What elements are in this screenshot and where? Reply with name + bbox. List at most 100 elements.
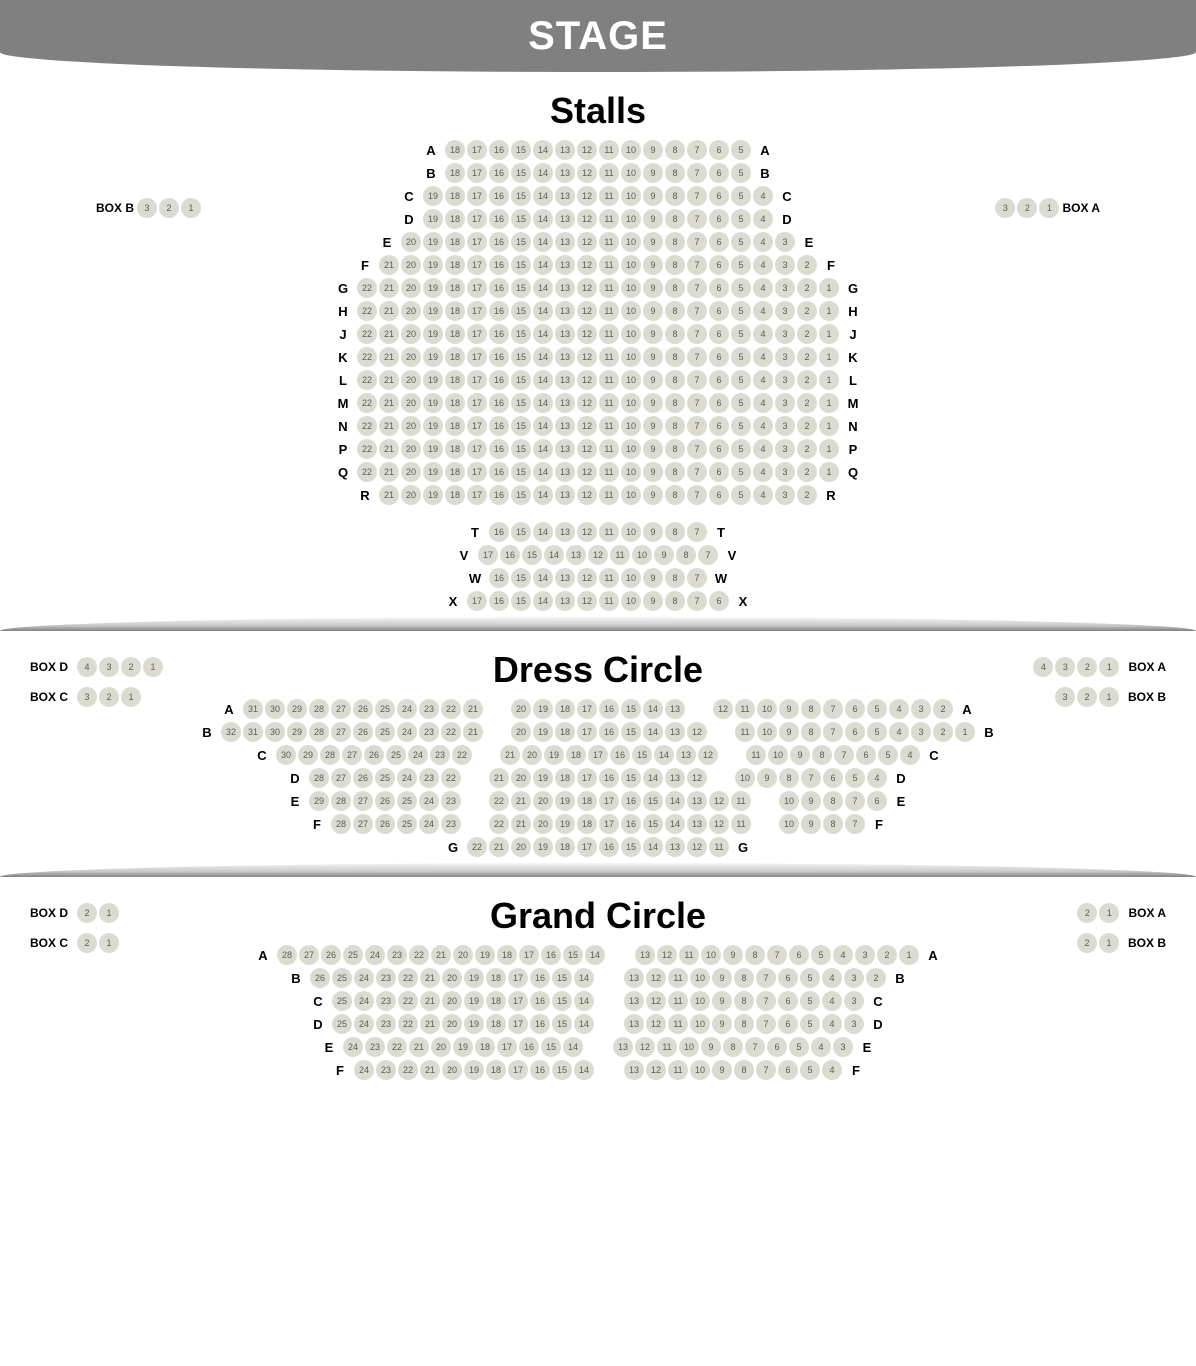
seat[interactable]: 19 [423,278,443,298]
seat[interactable]: 18 [445,278,465,298]
seat[interactable]: 4 [753,370,773,390]
seat[interactable]: 1 [899,945,919,965]
seat[interactable]: 15 [541,1037,561,1057]
seat[interactable]: 26 [353,768,373,788]
seat[interactable]: 3 [775,278,795,298]
seat[interactable]: 7 [687,278,707,298]
seat[interactable]: 9 [643,522,663,542]
seat[interactable]: 27 [353,791,373,811]
seat[interactable]: 28 [309,699,329,719]
seat[interactable]: 1 [819,301,839,321]
seat[interactable]: 20 [401,393,421,413]
seat[interactable]: 26 [321,945,341,965]
seat[interactable]: 2 [797,370,817,390]
seat[interactable]: 27 [342,745,362,765]
seat[interactable]: 12 [709,814,729,834]
seat[interactable]: 20 [401,232,421,252]
seat[interactable]: 5 [731,439,751,459]
seat[interactable]: 12 [577,163,597,183]
seat[interactable]: 5 [878,745,898,765]
seat[interactable]: 9 [643,462,663,482]
seat[interactable]: 12 [713,699,733,719]
seat[interactable]: 14 [533,347,553,367]
seat[interactable]: 20 [453,945,473,965]
seat[interactable]: 2 [1077,933,1097,953]
seat[interactable]: 8 [823,814,843,834]
seat[interactable]: 28 [320,745,340,765]
seat[interactable]: 19 [533,699,553,719]
seat[interactable]: 5 [731,255,751,275]
seat[interactable]: 11 [731,791,751,811]
seat[interactable]: 16 [541,945,561,965]
seat[interactable]: 21 [379,347,399,367]
seat[interactable]: 19 [423,485,443,505]
seat[interactable]: 8 [665,462,685,482]
seat[interactable]: 14 [533,522,553,542]
seat[interactable]: 14 [574,1014,594,1034]
seat[interactable]: 27 [331,699,351,719]
seat[interactable]: 9 [712,968,732,988]
seat[interactable]: 4 [753,347,773,367]
seat[interactable]: 19 [464,1014,484,1034]
seat[interactable]: 17 [467,232,487,252]
seat[interactable]: 15 [511,485,531,505]
seat[interactable]: 23 [376,1060,396,1080]
seat[interactable]: 22 [441,699,461,719]
seat[interactable]: 17 [467,439,487,459]
seat[interactable]: 17 [467,462,487,482]
seat[interactable]: 14 [533,568,553,588]
seat[interactable]: 11 [668,968,688,988]
seat[interactable]: 12 [687,722,707,742]
seat[interactable]: 14 [585,945,605,965]
seat[interactable]: 15 [511,324,531,344]
seat[interactable]: 19 [423,209,443,229]
seat[interactable]: 11 [679,945,699,965]
seat[interactable]: 20 [442,1060,462,1080]
seat[interactable]: 15 [643,791,663,811]
seat[interactable]: 3 [775,462,795,482]
seat[interactable]: 28 [331,791,351,811]
seat[interactable]: 6 [778,991,798,1011]
seat[interactable]: 5 [731,462,751,482]
seat[interactable]: 15 [511,232,531,252]
seat[interactable]: 14 [533,186,553,206]
seat[interactable]: 11 [599,186,619,206]
seat[interactable]: 6 [709,370,729,390]
seat[interactable]: 19 [555,791,575,811]
seat[interactable]: 15 [552,1060,572,1080]
seat[interactable]: 10 [757,722,777,742]
seat[interactable]: 13 [555,255,575,275]
seat[interactable]: 16 [599,837,619,857]
seat[interactable]: 10 [690,968,710,988]
seat[interactable]: 14 [544,545,564,565]
seat[interactable]: 20 [401,301,421,321]
seat[interactable]: 4 [833,945,853,965]
seat[interactable]: 24 [354,991,374,1011]
seat[interactable]: 8 [665,140,685,160]
seat[interactable]: 6 [709,324,729,344]
seat[interactable]: 11 [599,485,619,505]
seat[interactable]: 22 [357,370,377,390]
seat[interactable]: 9 [643,416,663,436]
seat[interactable]: 3 [775,232,795,252]
seat[interactable]: 5 [731,416,751,436]
seat[interactable]: 20 [401,324,421,344]
seat[interactable]: 25 [397,791,417,811]
seat[interactable]: 7 [756,991,776,1011]
seat[interactable]: 11 [599,522,619,542]
seat[interactable]: 4 [753,255,773,275]
seat[interactable]: 18 [486,968,506,988]
seat[interactable]: 15 [511,522,531,542]
seat[interactable]: 13 [555,416,575,436]
seat[interactable]: 8 [823,791,843,811]
seat[interactable]: 23 [376,991,396,1011]
seat[interactable]: 11 [599,278,619,298]
seat[interactable]: 8 [665,163,685,183]
seat[interactable]: 18 [445,347,465,367]
seat[interactable]: 9 [757,768,777,788]
seat[interactable]: 10 [621,186,641,206]
seat[interactable]: 6 [767,1037,787,1057]
seat[interactable]: 2 [797,324,817,344]
seat[interactable]: 11 [599,163,619,183]
seat[interactable]: 7 [687,416,707,436]
